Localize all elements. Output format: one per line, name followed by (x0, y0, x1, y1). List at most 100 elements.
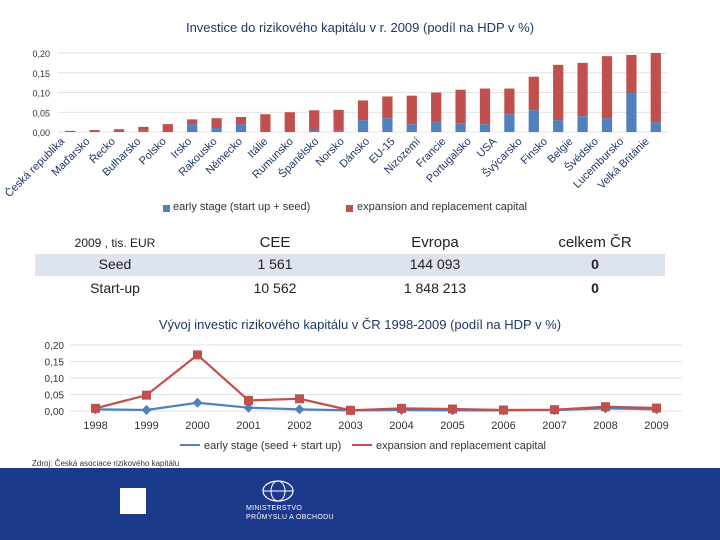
bar-expansion (601, 56, 613, 119)
data-point-expansion (142, 390, 151, 400)
bar-early-stage (138, 130, 149, 132)
y-tick-label: 0,20 (32, 49, 50, 59)
bar-early-stage (211, 128, 222, 132)
data-point-early (294, 404, 305, 415)
bar-early-stage (479, 124, 491, 132)
bar-expansion (431, 92, 442, 123)
footer-band (0, 468, 720, 540)
table-cell: 144 093 (409, 256, 461, 272)
bar-expansion (162, 124, 173, 132)
bar-expansion (89, 130, 100, 132)
bar-early-stage (357, 120, 369, 132)
table-row: Start-up 10 562 1 848 213 0 (35, 278, 665, 300)
table-cell: Start-up (90, 280, 140, 296)
legend-label-expansion: expansion and replacement capital (357, 201, 528, 213)
data-point-expansion (601, 402, 610, 412)
line-chart: 0,20 0,15 0,10 0,05 0,00 1998 1999 2000 2001 2002… (45, 341, 682, 452)
x-tick-label: 1998 (83, 420, 107, 432)
table-cell: 0 (591, 280, 599, 296)
bar-early-stage (553, 120, 564, 132)
bar-early-stage (650, 122, 661, 132)
bar-expansion (479, 88, 491, 125)
data-point-expansion (193, 350, 202, 360)
bar-expansion (333, 109, 344, 131)
data-point-expansion (295, 394, 304, 404)
x-tick-label: Polsko (137, 136, 169, 168)
bar-expansion (528, 76, 539, 111)
ministry-name: MINISTERSTVO PRŮMYSLU A OBCHODU (246, 504, 334, 522)
bar-expansion (284, 112, 295, 132)
data-point-expansion (346, 405, 355, 415)
bar-expansion (553, 64, 564, 121)
bar-early-stage (187, 124, 198, 132)
table-cell: 1 561 (257, 256, 293, 272)
x-tick-label: Finsko (519, 136, 550, 167)
table-header-cee: CEE (259, 234, 291, 251)
data-point-expansion (550, 405, 559, 415)
bar-early-stage (333, 130, 344, 132)
x-tick-label: 2002 (287, 420, 311, 432)
footer-square (120, 488, 146, 514)
table-header-row: 2009 , tis. EUR CEE Evropa celkem ČR (35, 232, 665, 254)
bar-expansion (113, 129, 125, 132)
bar-early-stage (504, 114, 515, 132)
table-cell: Seed (98, 256, 132, 272)
y-tick-label: 0,20 (45, 341, 65, 352)
data-point-expansion (652, 403, 661, 413)
bar-expansion (382, 96, 393, 119)
x-tick-label: 2008 (593, 420, 617, 432)
y-tick-label: 0,15 (32, 69, 50, 79)
bar-expansion (577, 62, 588, 117)
bar-early-stage (235, 124, 247, 132)
x-tick-label: 2006 (491, 420, 515, 432)
bar-early-stage (528, 110, 539, 132)
data-point-expansion (91, 403, 100, 413)
table-cell: 10 562 (253, 280, 297, 296)
data-point-early (192, 397, 203, 408)
y-tick-label: 0,05 (45, 391, 65, 402)
bar-expansion (406, 95, 417, 125)
data-point-early (141, 405, 152, 416)
bar-expansion (455, 89, 466, 124)
bar-expansion (357, 100, 369, 121)
x-tick-label: 2003 (338, 420, 362, 432)
bar-early-stage (431, 122, 442, 132)
y-tick-label: 0,05 (32, 108, 50, 118)
bar-early-stage (309, 130, 320, 132)
x-tick-label: 2001 (236, 420, 260, 432)
bar-expansion (187, 119, 198, 125)
legend-label-expansion: expansion and replacement capital (376, 440, 546, 452)
series-line-expansion (95, 353, 657, 412)
bar-early-stage (601, 118, 613, 132)
bar-expansion (650, 53, 661, 123)
bar-expansion (504, 88, 515, 115)
data-point-expansion (448, 404, 457, 414)
y-tick-label: 0,10 (32, 89, 50, 99)
table-header-evropa: Evropa (411, 234, 459, 251)
chart1-legend: early stage (start up + seed) expansion … (0, 200, 720, 216)
y-tick-label: 0,00 (45, 407, 65, 418)
data-point-expansion (499, 405, 508, 415)
legend-swatch-early (163, 205, 170, 212)
table-cell: 0 (591, 256, 599, 272)
y-tick-label: 0,10 (45, 374, 65, 385)
source-note: Zdroj: Česká asociace rizikového kapitál… (32, 459, 180, 468)
y-tick-label: 0,00 (32, 128, 50, 138)
bar-early-stage (577, 116, 588, 132)
x-tick-label: 2005 (440, 420, 464, 432)
legend-label-early: early stage (start up + seed) (173, 201, 311, 213)
ministry-line1: MINISTERSTVO (246, 505, 303, 512)
table-header-cr: celkem ČR (558, 234, 632, 251)
chart2-title: Vývoj investic rizikového kapitálu v ČR … (158, 317, 562, 332)
bar-expansion (65, 130, 76, 132)
bar-early-stage (626, 92, 637, 132)
bar-expansion (260, 114, 271, 132)
x-tick-label: 2007 (542, 420, 566, 432)
bar-early-stage (455, 123, 466, 132)
chart1-title: Investice do rizikového kapitálu v r. 20… (185, 20, 535, 35)
bar-expansion (309, 110, 320, 131)
table-cell: 1 848 213 (403, 280, 467, 296)
x-tick-label: 2000 (185, 420, 209, 432)
y-tick-label: 0,15 (45, 358, 65, 369)
